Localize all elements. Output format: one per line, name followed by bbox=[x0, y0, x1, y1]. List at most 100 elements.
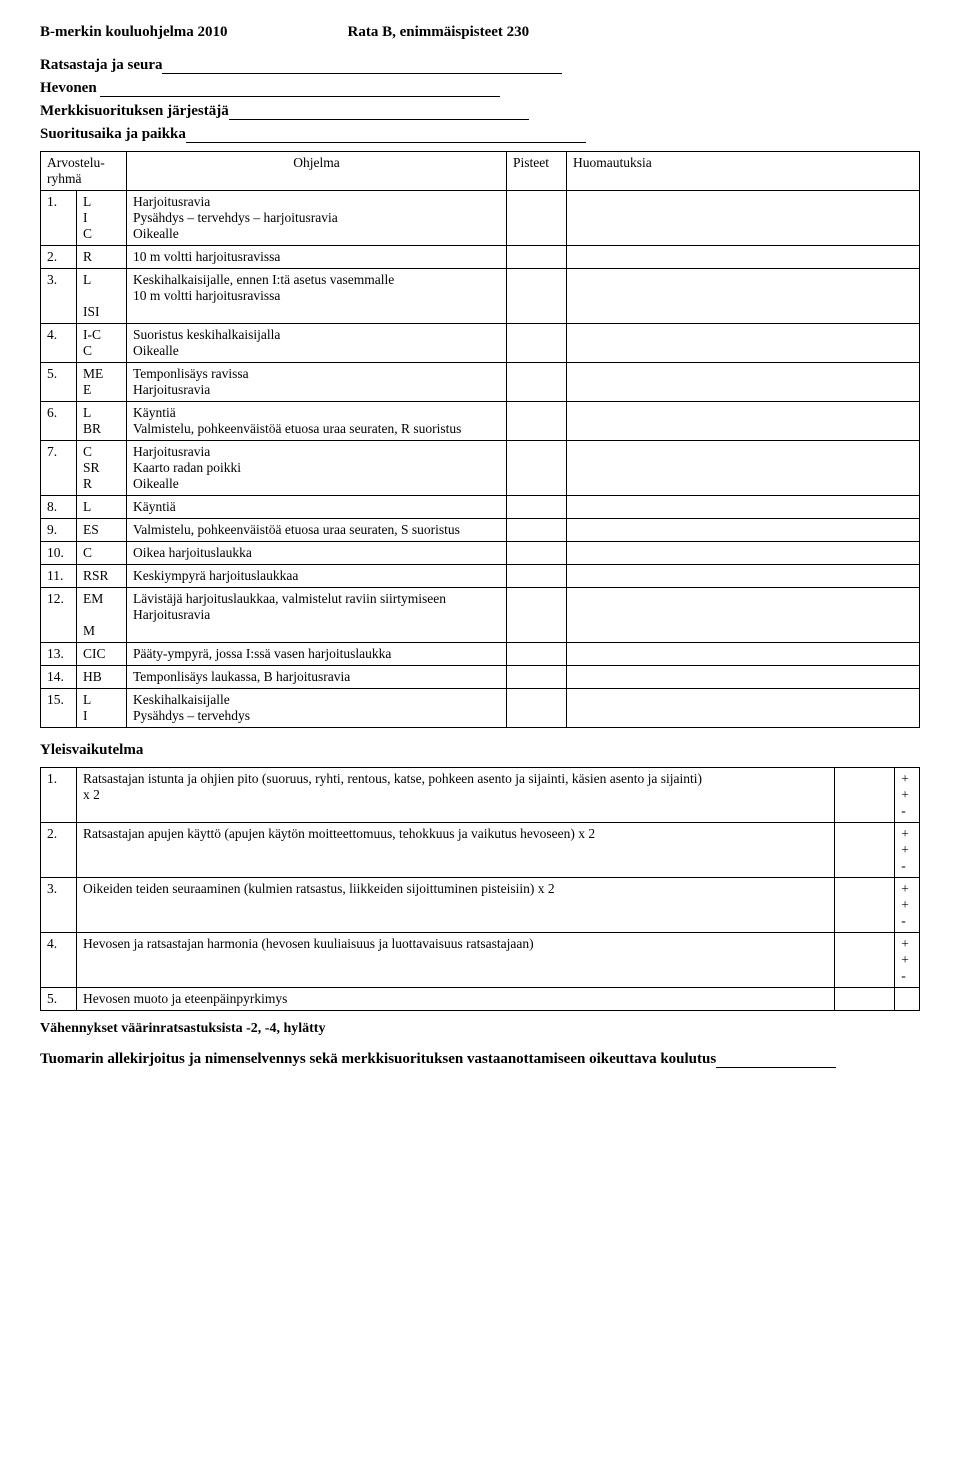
row-points bbox=[507, 441, 567, 496]
field-horse: Hevonen bbox=[40, 80, 920, 97]
field-rider-line bbox=[162, 59, 562, 74]
row-description: Temponlisäys laukassa, B harjoitusravia bbox=[127, 666, 507, 689]
impression-points bbox=[835, 933, 895, 988]
signature-label: Tuomarin allekirjoitus ja nimenselvennys… bbox=[40, 1051, 716, 1067]
row-location: R bbox=[77, 246, 127, 269]
impression-plusminus: + + - bbox=[895, 823, 920, 878]
row-number: 3. bbox=[41, 269, 77, 324]
header-program: Ohjelma bbox=[127, 152, 507, 191]
row-description: Pääty-ympyrä, jossa I:ssä vasen harjoitu… bbox=[127, 643, 507, 666]
impression-description: Oikeiden teiden seuraaminen (kulmien rat… bbox=[77, 878, 835, 933]
table-header-row: Arvostelu- ryhmä Ohjelma Pisteet Huomaut… bbox=[41, 152, 920, 191]
impression-description: Ratsastajan istunta ja ohjien pito (suor… bbox=[77, 768, 835, 823]
row-points bbox=[507, 588, 567, 643]
impression-points bbox=[835, 988, 895, 1011]
row-points bbox=[507, 246, 567, 269]
table-row: 11.RSRKeskiympyrä harjoituslaukkaa bbox=[41, 565, 920, 588]
impression-plusminus: + + - bbox=[895, 878, 920, 933]
impression-number: 1. bbox=[41, 768, 77, 823]
row-description: Harjoitusravia Kaarto radan poikki Oikea… bbox=[127, 441, 507, 496]
row-location: L ISI bbox=[77, 269, 127, 324]
header-notes: Huomautuksia bbox=[567, 152, 920, 191]
row-location: RSR bbox=[77, 565, 127, 588]
table-row: 3.L ISIKeskihalkaisijalle, ennen I:tä as… bbox=[41, 269, 920, 324]
row-number: 14. bbox=[41, 666, 77, 689]
field-organizer-label: Merkkisuorituksen järjestäjä bbox=[40, 103, 229, 119]
impression-row: 4.Hevosen ja ratsastajan harmonia (hevos… bbox=[41, 933, 920, 988]
impression-row: 5.Hevosen muoto ja eteenpäinpyrkimys bbox=[41, 988, 920, 1011]
row-points bbox=[507, 363, 567, 402]
impression-table: 1.Ratsastajan istunta ja ohjien pito (su… bbox=[40, 767, 920, 1011]
row-description: Oikea harjoituslaukka bbox=[127, 542, 507, 565]
row-number: 10. bbox=[41, 542, 77, 565]
row-description: Suoristus keskihalkaisijalla Oikealle bbox=[127, 324, 507, 363]
row-location: L I C bbox=[77, 191, 127, 246]
row-location: CIC bbox=[77, 643, 127, 666]
field-horse-line bbox=[100, 82, 500, 97]
row-points bbox=[507, 324, 567, 363]
row-number: 4. bbox=[41, 324, 77, 363]
header-left: B-merkin kouluohjelma 2010 bbox=[40, 24, 228, 41]
row-number: 1. bbox=[41, 191, 77, 246]
table-row: 6.L BRKäyntiä Valmistelu, pohkeenväistöä… bbox=[41, 402, 920, 441]
header-group: Arvostelu- ryhmä bbox=[41, 152, 127, 191]
row-points bbox=[507, 666, 567, 689]
row-location: ES bbox=[77, 519, 127, 542]
impression-points bbox=[835, 768, 895, 823]
impression-number: 2. bbox=[41, 823, 77, 878]
row-notes bbox=[567, 588, 920, 643]
row-number: 2. bbox=[41, 246, 77, 269]
deductions-text: Vähennykset väärinratsastuksista -2, -4,… bbox=[40, 1021, 920, 1037]
field-timeplace-label: Suoritusaika ja paikka bbox=[40, 126, 186, 142]
table-row: 10.COikea harjoituslaukka bbox=[41, 542, 920, 565]
field-horse-label: Hevonen bbox=[40, 80, 97, 96]
row-notes bbox=[567, 363, 920, 402]
row-notes bbox=[567, 519, 920, 542]
row-notes bbox=[567, 643, 920, 666]
field-timeplace-line bbox=[186, 128, 586, 143]
row-description: 10 m voltti harjoitusravissa bbox=[127, 246, 507, 269]
row-points bbox=[507, 519, 567, 542]
row-points bbox=[507, 402, 567, 441]
impression-row: 1.Ratsastajan istunta ja ohjien pito (su… bbox=[41, 768, 920, 823]
field-rider: Ratsastaja ja seura bbox=[40, 57, 920, 74]
row-notes bbox=[567, 441, 920, 496]
row-points bbox=[507, 689, 567, 728]
row-number: 8. bbox=[41, 496, 77, 519]
row-description: Lävistäjä harjoituslaukkaa, valmistelut … bbox=[127, 588, 507, 643]
row-number: 12. bbox=[41, 588, 77, 643]
row-location: ME E bbox=[77, 363, 127, 402]
impression-plusminus bbox=[895, 988, 920, 1011]
row-description: Käyntiä bbox=[127, 496, 507, 519]
impression-title: Yleisvaikutelma bbox=[40, 742, 920, 759]
signature-text: Tuomarin allekirjoitus ja nimenselvennys… bbox=[40, 1051, 920, 1068]
table-row: 5.ME ETemponlisäys ravissa Harjoitusravi… bbox=[41, 363, 920, 402]
row-description: Temponlisäys ravissa Harjoitusravia bbox=[127, 363, 507, 402]
impression-number: 3. bbox=[41, 878, 77, 933]
table-row: 15.L IKeskihalkaisijalle Pysähdys – terv… bbox=[41, 689, 920, 728]
row-notes bbox=[567, 402, 920, 441]
main-program-table: Arvostelu- ryhmä Ohjelma Pisteet Huomaut… bbox=[40, 151, 920, 728]
impression-description: Ratsastajan apujen käyttö (apujen käytön… bbox=[77, 823, 835, 878]
row-location: L bbox=[77, 496, 127, 519]
impression-plusminus: + + - bbox=[895, 768, 920, 823]
signature-line bbox=[716, 1053, 836, 1068]
impression-row: 3.Oikeiden teiden seuraaminen (kulmien r… bbox=[41, 878, 920, 933]
field-timeplace: Suoritusaika ja paikka bbox=[40, 126, 920, 143]
row-number: 13. bbox=[41, 643, 77, 666]
row-location: I-C C bbox=[77, 324, 127, 363]
impression-description: Hevosen muoto ja eteenpäinpyrkimys bbox=[77, 988, 835, 1011]
row-points bbox=[507, 269, 567, 324]
row-number: 6. bbox=[41, 402, 77, 441]
row-description: Keskihalkaisijalle, ennen I:tä asetus va… bbox=[127, 269, 507, 324]
table-row: 2.R10 m voltti harjoitusravissa bbox=[41, 246, 920, 269]
table-row: 12.EM MLävistäjä harjoituslaukkaa, valmi… bbox=[41, 588, 920, 643]
row-notes bbox=[567, 542, 920, 565]
header-right: Rata B, enimmäispisteet 230 bbox=[348, 24, 530, 41]
impression-points bbox=[835, 878, 895, 933]
row-notes bbox=[567, 324, 920, 363]
row-number: 5. bbox=[41, 363, 77, 402]
table-row: 8.LKäyntiä bbox=[41, 496, 920, 519]
row-description: Käyntiä Valmistelu, pohkeenväistöä etuos… bbox=[127, 402, 507, 441]
row-notes bbox=[567, 689, 920, 728]
